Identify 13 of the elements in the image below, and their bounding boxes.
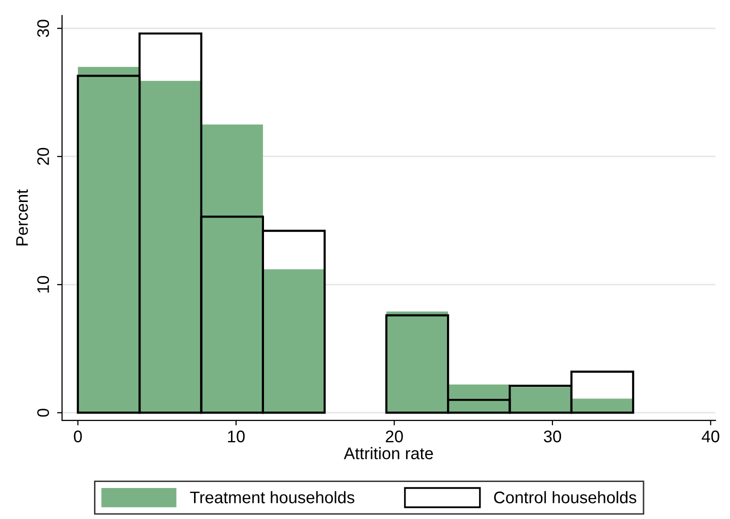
x-axis-title: Attrition rate (344, 447, 433, 460)
y-axis-title: Percent (16, 189, 28, 246)
y-tick-label: 30 (37, 20, 50, 38)
x-tick-label: 20 (386, 430, 403, 442)
x-tick-label: 0 (74, 430, 82, 442)
legend-label: Control households (494, 491, 636, 504)
x-tick-label: 40 (702, 430, 720, 442)
x-tick-label: 30 (544, 430, 562, 442)
y-tick-label: 20 (37, 148, 50, 165)
y-tick-label: 10 (37, 276, 50, 293)
legend-label: Treatment households (190, 491, 354, 504)
x-tick-label: 10 (228, 430, 245, 442)
y-tick-label: 0 (37, 408, 50, 417)
